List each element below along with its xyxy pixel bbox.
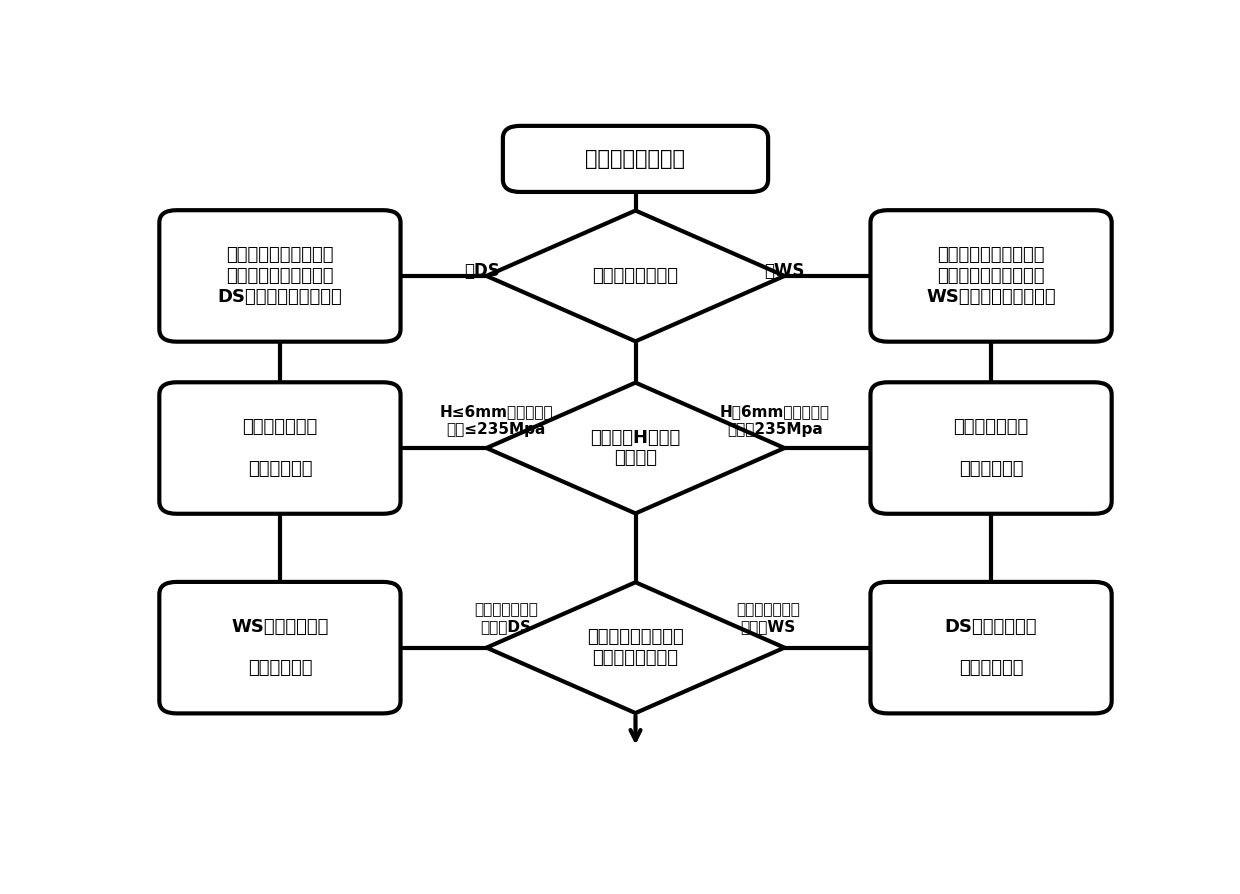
Polygon shape — [486, 383, 785, 513]
Text: 头部旁弯量及方向: 头部旁弯量及方向 — [593, 267, 678, 285]
FancyBboxPatch shape — [870, 383, 1112, 514]
Text: 侧导板本体执行

中部压力控制: 侧导板本体执行 中部压力控制 — [954, 418, 1029, 477]
FancyBboxPatch shape — [503, 126, 768, 192]
Text: WS侧侧导板进入

压力闭环控制: WS侧侧导板进入 压力闭环控制 — [231, 618, 329, 678]
Text: 侧导板头部对中预摆位
，以侧导板摆位量，往
WS侧进行非对称摆位。: 侧导板头部对中预摆位 ，以侧导板摆位量，往 WS侧进行非对称摆位。 — [926, 246, 1056, 306]
FancyBboxPatch shape — [159, 383, 401, 514]
Text: 侧导板本体执行

中部位置控制: 侧导板本体执行 中部位置控制 — [242, 418, 317, 477]
Text: 带钢头部板形检测: 带钢头部板形检测 — [585, 149, 686, 169]
Text: DS侧侧导板进入

压力闭环控制: DS侧侧导板进入 压力闭环控制 — [945, 618, 1038, 678]
FancyBboxPatch shape — [870, 582, 1112, 713]
Text: 机架抛钢且带钢
尾部偏DS: 机架抛钢且带钢 尾部偏DS — [474, 602, 538, 634]
FancyBboxPatch shape — [870, 210, 1112, 342]
Text: H＞6mm或热态屈服
强度＞235Mpa: H＞6mm或热态屈服 强度＞235Mpa — [720, 404, 830, 436]
Text: 机架抛钢且带钢
尾部偏WS: 机架抛钢且带钢 尾部偏WS — [737, 602, 800, 634]
Text: 侧导板头部对中预摆位
，以侧导板摆位量，往
DS侧进行非对称摆位。: 侧导板头部对中预摆位 ，以侧导板摆位量，往 DS侧进行非对称摆位。 — [217, 246, 342, 306]
FancyBboxPatch shape — [159, 582, 401, 713]
Polygon shape — [486, 582, 785, 713]
Text: 带钢厚度H及热态
屈服强度: 带钢厚度H及热态 屈服强度 — [590, 428, 681, 468]
Polygon shape — [486, 211, 785, 342]
Text: H≤6mm且热态屈服
强度≤235Mpa: H≤6mm且热态屈服 强度≤235Mpa — [439, 404, 553, 436]
Text: 偏DS: 偏DS — [464, 262, 500, 280]
Text: 精轧中间机架抛钢及
带钢尾部偏移方向: 精轧中间机架抛钢及 带钢尾部偏移方向 — [587, 628, 684, 667]
FancyBboxPatch shape — [159, 210, 401, 342]
Text: 偏WS: 偏WS — [764, 262, 805, 280]
